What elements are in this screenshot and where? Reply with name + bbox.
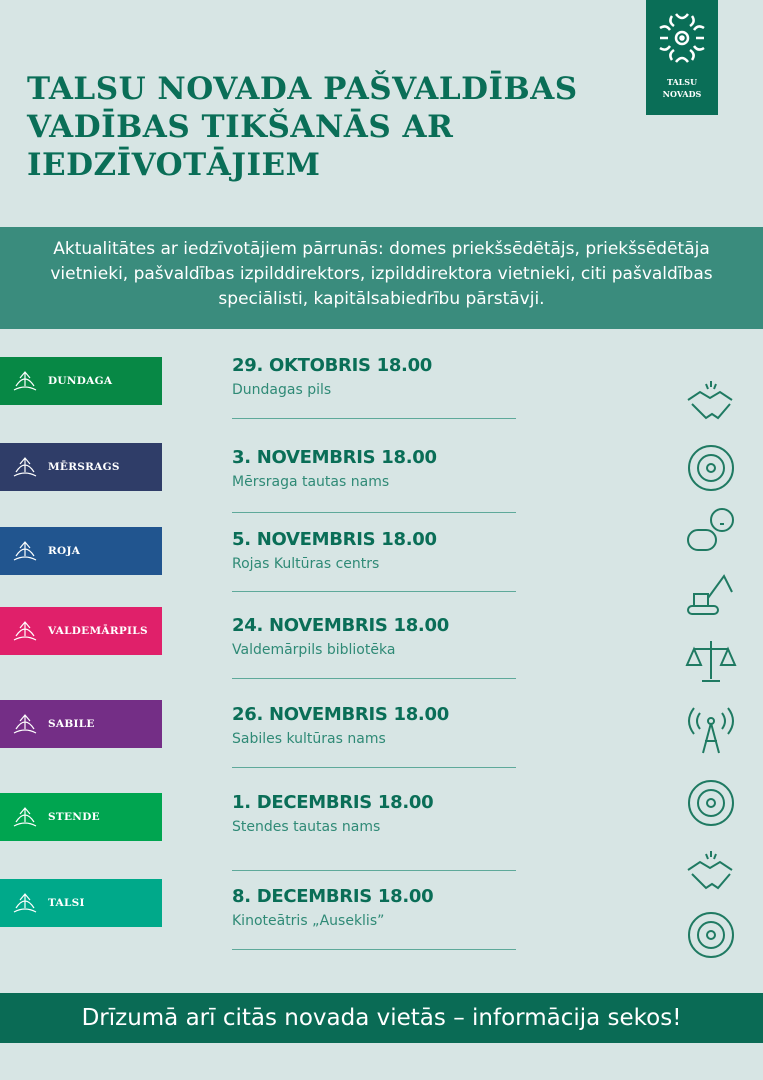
scales-icon (685, 641, 737, 682)
town-band: ROJA (0, 527, 162, 575)
event-date: 1. DECEMBRIS 18.00 (232, 792, 434, 813)
logo-text-2: NOVADS (662, 89, 702, 99)
event-place: Sabiles kultūras nams (232, 731, 386, 747)
town-name: VALDEMĀRPILS (48, 625, 148, 637)
event-place: Mērsraga tautas nams (232, 474, 390, 490)
event-place: Rojas Kultūras centrs (232, 556, 380, 572)
event-place: Stendes tautas nams (232, 819, 381, 835)
talsu-novads-logo: TALSU NOVADS (646, 0, 718, 115)
event-item: 1. DECEMBRIS 18.00 Stendes tautas nams (232, 792, 516, 871)
antenna-icon (688, 707, 734, 754)
event-item: 5. NOVEMBRIS 18.00 Rojas Kultūras centrs (232, 529, 516, 592)
town-band: STENDE (0, 793, 162, 841)
town-emblem-icon (13, 371, 37, 391)
event-date: 26. NOVEMBRIS 18.00 (232, 704, 449, 725)
intro-banner: Aktualitātes ar iedzīvotājiem pārrunās: … (0, 227, 763, 329)
chat-idea-icon (687, 508, 734, 551)
town-band: MĒRSRAGS (0, 443, 162, 491)
town-name: ROJA (48, 545, 81, 557)
event-place: Valdemārpils bibliotēka (232, 642, 396, 658)
town-name: SABILE (48, 718, 95, 730)
town-band: VALDEMĀRPILS (0, 607, 162, 655)
town-emblem-icon (13, 541, 37, 561)
event-date: 29. OKTOBRIS 18.00 (232, 355, 433, 376)
compass-icon (688, 780, 734, 826)
town-emblem-icon (13, 714, 37, 734)
town-emblem-icon (13, 457, 37, 477)
town-emblem-icon (13, 621, 37, 641)
event-item: 29. OKTOBRIS 18.00 Dundagas pils (232, 355, 516, 419)
event-date: 8. DECEMBRIS 18.00 (232, 886, 434, 907)
event-date: 3. NOVEMBRIS 18.00 (232, 447, 437, 468)
event-item: 3. NOVEMBRIS 18.00 Mērsraga tautas nams (232, 447, 516, 513)
town-band: TALSI (0, 879, 162, 927)
target-icon (688, 445, 734, 491)
town-emblem-icon (13, 893, 37, 913)
town-name: DUNDAGA (48, 375, 113, 387)
town-band: SABILE (0, 700, 162, 748)
event-item: 26. NOVEMBRIS 18.00 Sabiles kultūras nams (232, 704, 516, 768)
town-band: DUNDAGA (0, 357, 162, 405)
page-title: TALSU NOVADA PAŠVALDĪBAS VADĪBAS TIKŠANĀ… (27, 71, 578, 183)
event-item: 8. DECEMBRIS 18.00 Kinoteātris „Auseklis” (232, 886, 516, 950)
town-name: TALSI (48, 897, 85, 909)
footer-banner: Drīzumā arī citās novada vietās – inform… (0, 993, 763, 1043)
ornament-icon (659, 13, 705, 63)
handshake-icon (687, 851, 733, 890)
event-place: Kinoteātris „Auseklis” (232, 913, 385, 929)
event-date: 5. NOVEMBRIS 18.00 (232, 529, 437, 550)
logo-text-1: TALSU (666, 77, 698, 87)
target-icon (688, 912, 734, 958)
excavator-icon (687, 574, 733, 615)
event-place: Dundagas pils (232, 382, 332, 398)
town-name: STENDE (48, 811, 100, 823)
event-item: 24. NOVEMBRIS 18.00 Valdemārpils bibliotē… (232, 615, 516, 679)
event-date: 24. NOVEMBRIS 18.00 (232, 615, 449, 636)
town-name: MĒRSRAGS (48, 461, 120, 473)
town-emblem-icon (13, 807, 37, 827)
handshake-icon (687, 381, 733, 420)
